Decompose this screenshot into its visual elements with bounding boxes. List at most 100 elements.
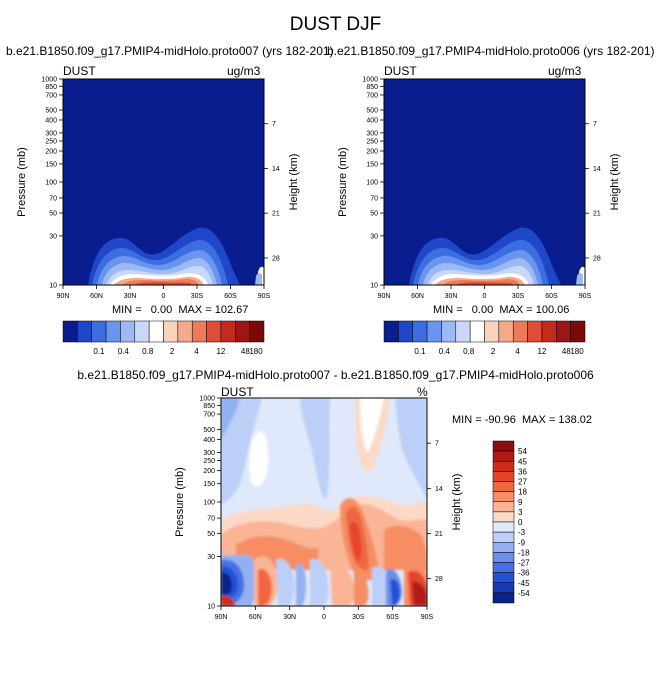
colorbar-swatch-b	[492, 542, 515, 553]
colorbar-swatch-b	[492, 450, 515, 462]
y-axis-title-b: Pressure (mb)	[174, 467, 186, 537]
colorbar-swatch-tl	[206, 320, 222, 343]
subtitle-top-left: b.e21.B1850.f09_g17.PMIP4-midHolo.proto0…	[6, 44, 334, 58]
colorbar-swatch-tl	[77, 320, 92, 343]
y-tick-label-tl: 250	[45, 139, 57, 146]
colorbar-swatch-tr	[498, 320, 514, 343]
colorbar-label-tr: 48	[562, 347, 571, 356]
colorbar-swatch-b	[492, 582, 515, 594]
y-tick-label-b: 400	[203, 437, 215, 444]
y-tick-label-b: 200	[203, 468, 215, 475]
colorbar-label-tl: 12	[216, 347, 225, 356]
field-top-left	[63, 79, 264, 285]
colorbar-label-tl: 180	[249, 347, 263, 356]
y2-axis-title-b: Height (km)	[451, 474, 463, 531]
colorbar-swatch-b	[492, 592, 515, 604]
colorbar-swatch-b	[492, 531, 515, 543]
y-tick-label-tl: 10	[49, 283, 57, 290]
y-tick-label-tr: 500	[366, 108, 378, 115]
x-tick-label-tr: 60N	[411, 293, 424, 300]
colorbar-label-tl: 2	[170, 347, 175, 356]
y-tick-label-tl: 70	[49, 195, 57, 202]
y-tick-label-tr: 100	[366, 180, 378, 187]
x-tick-label-tr: 90S	[579, 293, 592, 300]
colorbar-label-b: -36	[518, 569, 530, 578]
y-tick-label-tl: 150	[45, 161, 57, 168]
y-tick-label-tr: 400	[366, 117, 378, 124]
y2-tick-label-tr: 28	[593, 255, 601, 262]
y-tick-label-b: 100	[203, 500, 215, 507]
y-tick-label-tl: 400	[45, 117, 57, 124]
y2-tick-label-tr: 14	[593, 166, 601, 173]
y-tick-label-tl: 100	[45, 180, 57, 187]
colorbar-label-tr: 0.4	[439, 347, 451, 356]
colorbar-swatch-tl	[62, 320, 78, 343]
colorbar-label-b: 45	[518, 457, 527, 466]
colorbar-swatch-b	[492, 461, 515, 472]
x-tick-label-tl: 90N	[57, 293, 70, 300]
colorbar-label-tl: 0.1	[93, 347, 105, 356]
colorbar-label-b: -9	[518, 538, 526, 547]
y2-tick-label-b: 28	[435, 576, 443, 583]
unit-label-bottom: %	[417, 385, 428, 399]
colorbar-label-b: 18	[518, 488, 527, 497]
y2-tick-label-tr: 21	[593, 211, 601, 218]
colorbar-swatch-b	[492, 440, 515, 452]
colorbar-swatch-tl	[105, 320, 121, 343]
y-tick-label-b: 10	[207, 604, 215, 611]
colorbar-label-tr: 12	[537, 347, 546, 356]
x-tick-label-tr: 30N	[445, 293, 458, 300]
colorbar-label-b: 0	[518, 518, 523, 527]
y-tick-label-tl: 30	[49, 233, 57, 240]
y-tick-label-b: 50	[207, 531, 215, 538]
y-tick-label-tr: 700	[366, 92, 378, 99]
colorbar-swatch-tr	[484, 320, 500, 343]
colorbar-label-tr: 2	[491, 347, 496, 356]
y-tick-label-tl: 500	[45, 108, 57, 115]
colorbar-swatch-b	[492, 481, 515, 492]
y2-tick-label-b: 7	[435, 441, 439, 448]
x-tick-label-tr: 0	[483, 293, 487, 300]
y-tick-label-b: 1000	[199, 396, 215, 403]
x-tick-label-tl: 30N	[124, 293, 137, 300]
colorbar-swatch-tl	[191, 320, 207, 343]
y2-axis-title-tl: Height (km)	[288, 154, 300, 211]
y-tick-label-b: 500	[203, 427, 215, 434]
x-tick-label-tl: 30S	[191, 293, 204, 300]
colorbar-label-b: 54	[518, 447, 527, 456]
field-bottom	[221, 398, 427, 606]
colorbar-swatch-b	[492, 501, 515, 513]
x-tick-label-tl: 90S	[258, 293, 271, 300]
var-label-top-left: DUST	[63, 64, 96, 78]
colorbar-swatch-tr	[527, 320, 543, 343]
subtitle-bottom: b.e21.B1850.f09_g17.PMIP4-midHolo.proto0…	[77, 368, 594, 382]
y-tick-label-b: 30	[207, 554, 215, 561]
colorbar-label-tl: 0.8	[142, 347, 154, 356]
y2-tick-label-tl: 28	[272, 255, 280, 262]
y-tick-label-tr: 50	[370, 211, 378, 218]
var-label-top-right: DUST	[384, 64, 417, 78]
x-tick-label-b: 90N	[215, 614, 228, 621]
colorbar-swatch-b	[492, 511, 515, 523]
y-tick-label-b: 250	[203, 458, 215, 465]
colorbar-swatch-tl	[120, 320, 136, 343]
colorbar-swatch-b	[492, 552, 515, 563]
colorbar-label-tl: 48	[241, 347, 250, 356]
colorbar-swatch-b	[492, 471, 515, 482]
y-tick-label-b: 300	[203, 450, 215, 457]
minmax-top-right: MIN = 0.00 MAX = 100.06	[433, 304, 570, 316]
unit-label-top-right: ug/m3	[548, 64, 582, 78]
y2-tick-label-b: 21	[435, 531, 443, 538]
colorbar-label-b: -54	[518, 589, 530, 598]
y2-tick-label-tl: 14	[272, 166, 280, 173]
y-tick-label-b: 850	[203, 403, 215, 410]
colorbar-swatch-tr	[412, 320, 428, 343]
colorbar-label-tr: 0.1	[414, 347, 426, 356]
y2-tick-label-tl: 7	[272, 121, 276, 128]
colorbar-swatch-tr	[383, 320, 399, 343]
colorbar-swatch-tl	[235, 320, 250, 343]
colorbar-swatch-tr	[570, 320, 586, 343]
y-tick-label-tl: 850	[45, 84, 57, 91]
y-tick-label-tl: 700	[45, 92, 57, 99]
